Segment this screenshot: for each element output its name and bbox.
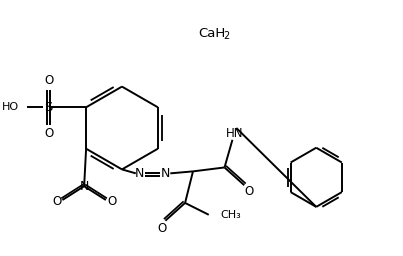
Text: CaH: CaH — [198, 27, 225, 40]
Text: HN: HN — [226, 127, 243, 141]
Text: CH₃: CH₃ — [220, 210, 241, 220]
Text: O: O — [44, 74, 53, 87]
Text: HO: HO — [2, 102, 19, 112]
Text: O: O — [107, 195, 116, 208]
Text: N: N — [135, 167, 144, 180]
Text: O: O — [158, 222, 167, 235]
Text: O: O — [44, 127, 53, 141]
Text: O: O — [245, 185, 254, 198]
Text: S: S — [44, 101, 53, 114]
Text: 2: 2 — [224, 31, 230, 41]
Text: N: N — [161, 167, 170, 180]
Text: N: N — [79, 180, 89, 193]
Text: O: O — [52, 195, 61, 208]
